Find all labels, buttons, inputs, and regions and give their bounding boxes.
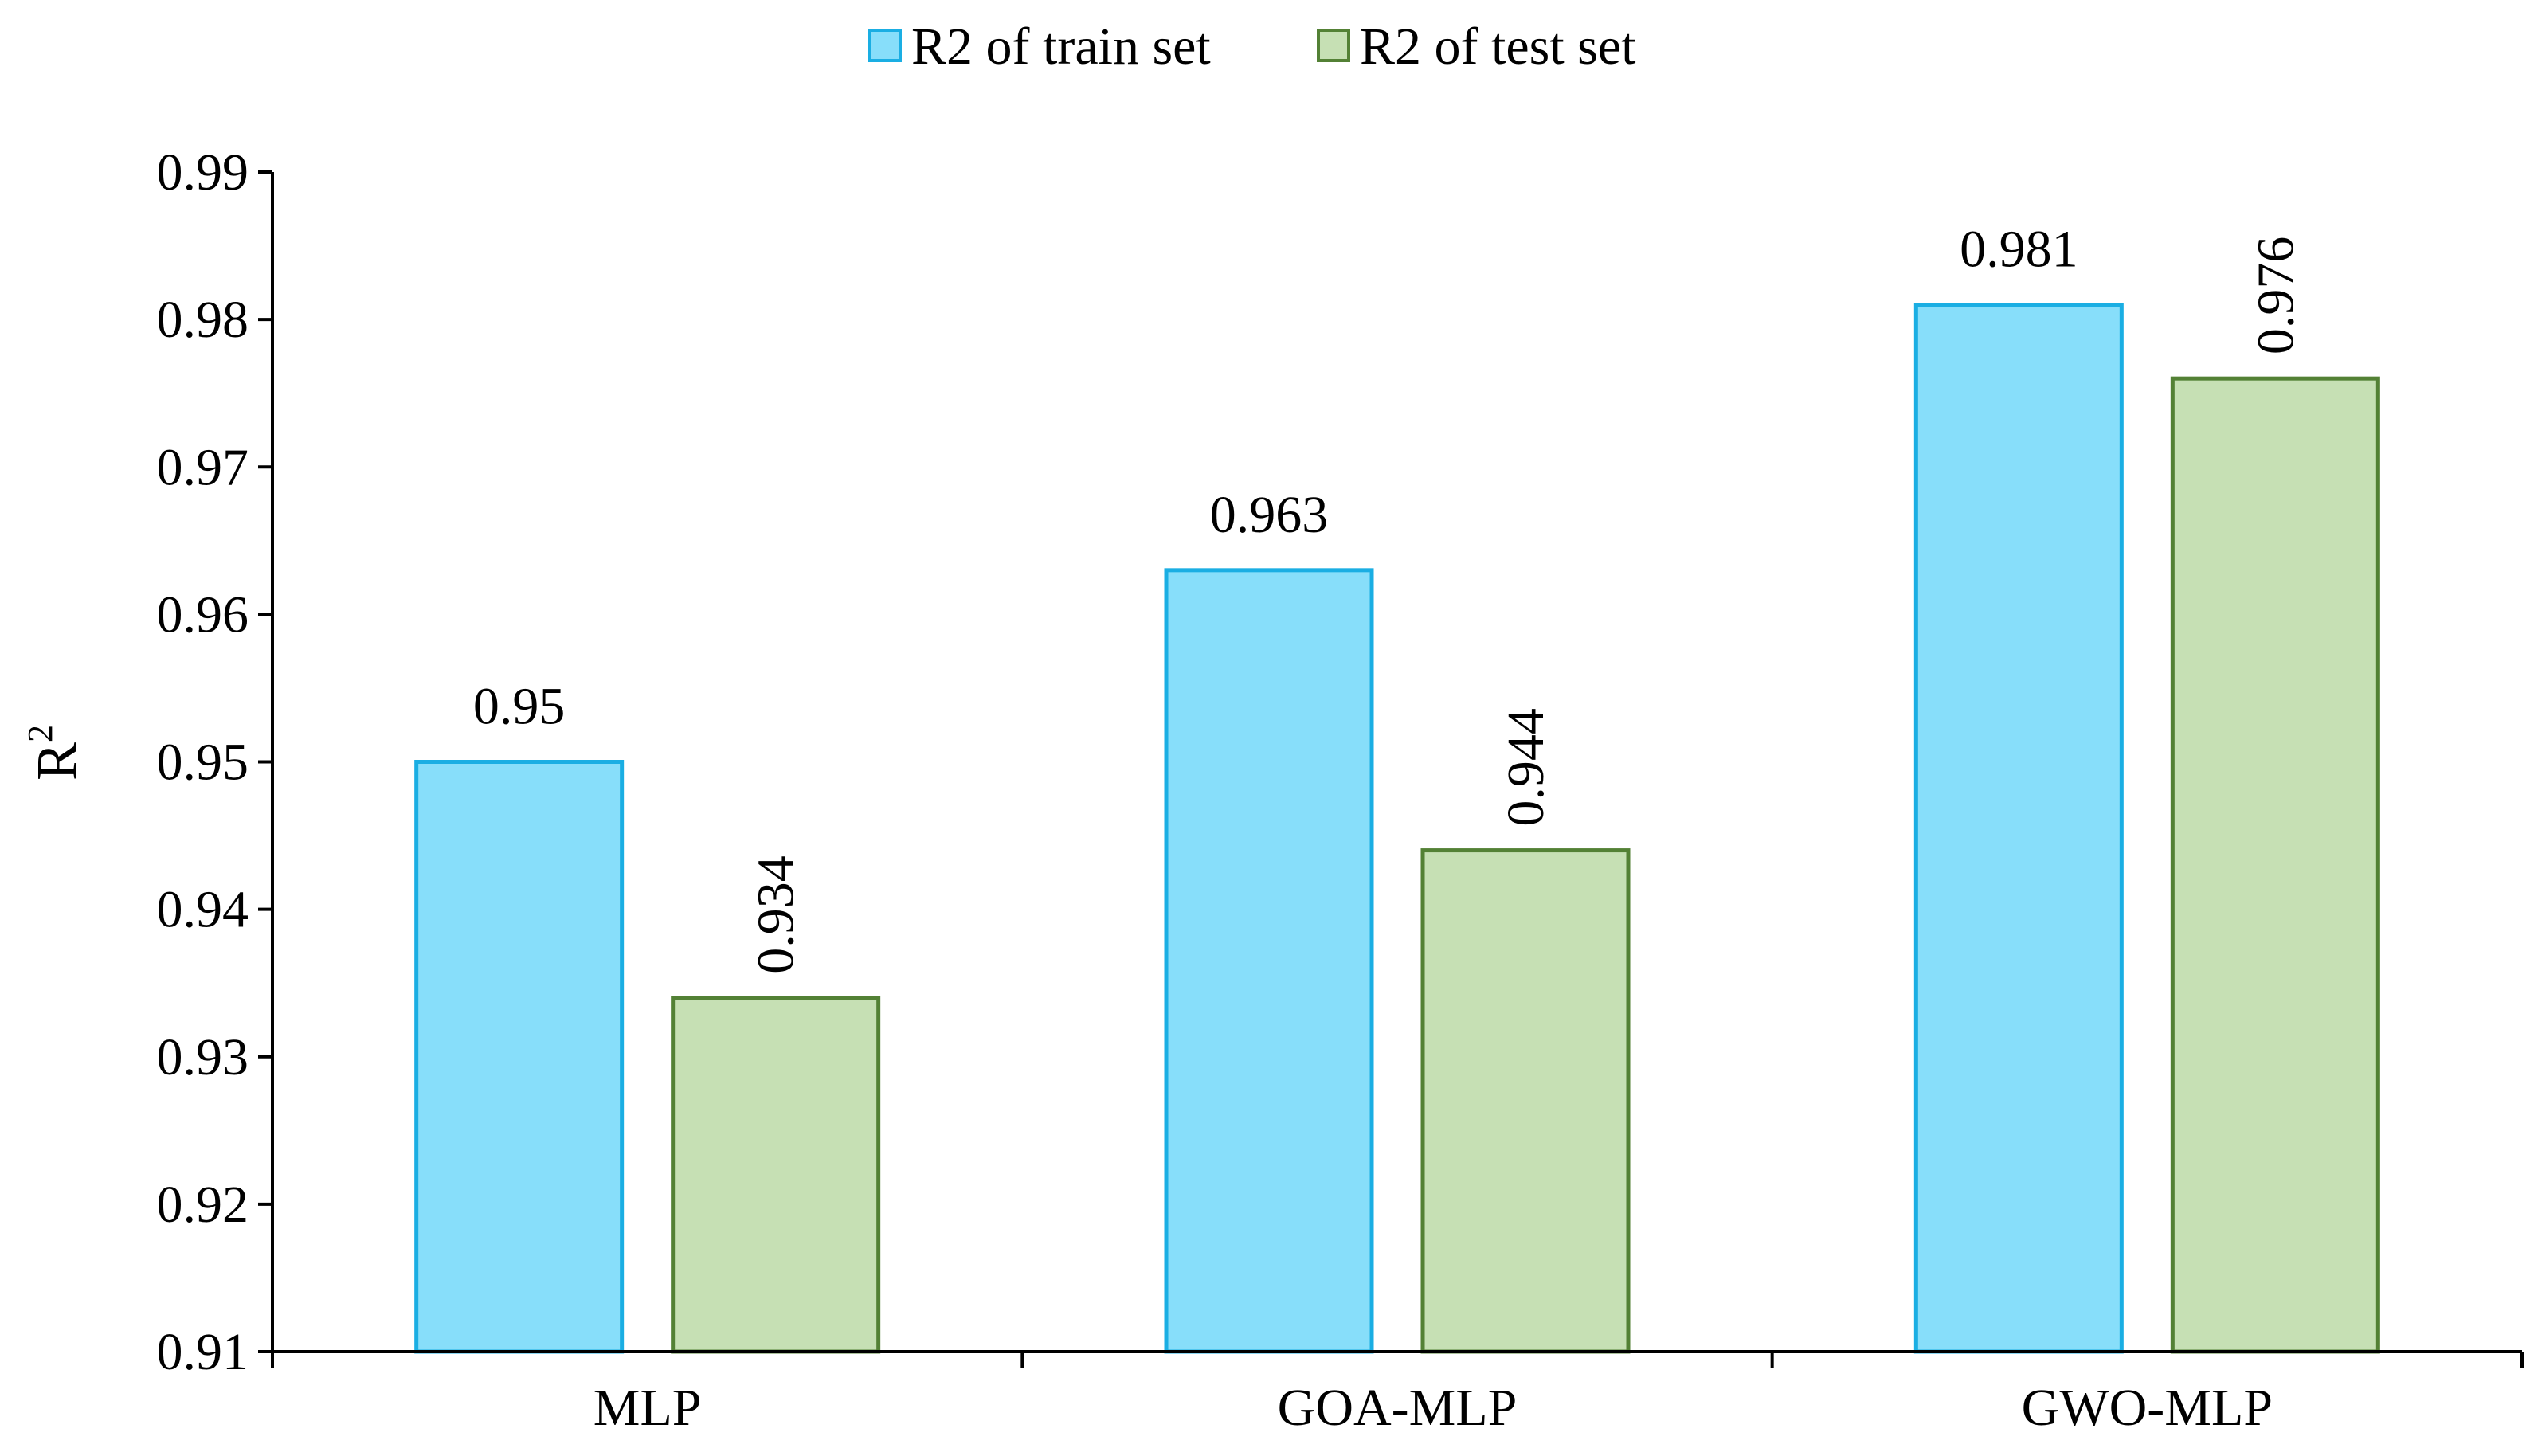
legend: R2 of train set R2 of test set [868, 18, 1635, 76]
data-label: 0.976 [2246, 237, 2305, 355]
y-tick-label: 0.91 [157, 1323, 249, 1381]
data-label: 0.95 [473, 678, 566, 736]
y-tick-label: 0.97 [157, 438, 249, 496]
data-label: 0.963 [1210, 486, 1329, 544]
legend-label: R2 of train set [911, 18, 1211, 76]
data-label: 0.981 [1960, 221, 2078, 279]
y-tick-label: 0.96 [157, 585, 249, 644]
bar-train [1913, 303, 2124, 1354]
x-category-label: GOA-MLP [1278, 1379, 1518, 1437]
bar-test [2170, 376, 2380, 1354]
bar-test [671, 996, 881, 1354]
x-axis: MLP GOA-MLP GWO-MLP [271, 1350, 2524, 1437]
bar-train [1164, 568, 1374, 1354]
y-tick-label: 0.93 [157, 1028, 249, 1086]
legend-swatch [868, 29, 902, 62]
legend-swatch [1317, 29, 1350, 62]
y-axis: 0.91 0.92 0.93 0.94 0.95 0.96 0.97 0.98 0.99 [157, 143, 274, 1381]
y-tick-label: 0.95 [157, 734, 249, 792]
legend-label: R2 of test set [1360, 18, 1635, 76]
y-tick-label: 0.98 [157, 291, 249, 349]
x-category-label: GWO-MLP [2022, 1379, 2273, 1437]
y-axis-label: R2 [21, 725, 88, 781]
bar-test [1420, 848, 1631, 1354]
data-label: 0.944 [1497, 708, 1555, 827]
y-tick-label: 0.99 [157, 143, 249, 202]
y-tick-label: 0.94 [157, 881, 249, 939]
data-label: 0.934 [747, 855, 805, 974]
bars: 0.95 0.934 0.963 0.944 0.981 0.976 [414, 221, 2380, 1354]
x-category-label: MLP [593, 1379, 702, 1437]
y-tick-label: 0.92 [157, 1176, 249, 1234]
bar-train [414, 760, 625, 1354]
